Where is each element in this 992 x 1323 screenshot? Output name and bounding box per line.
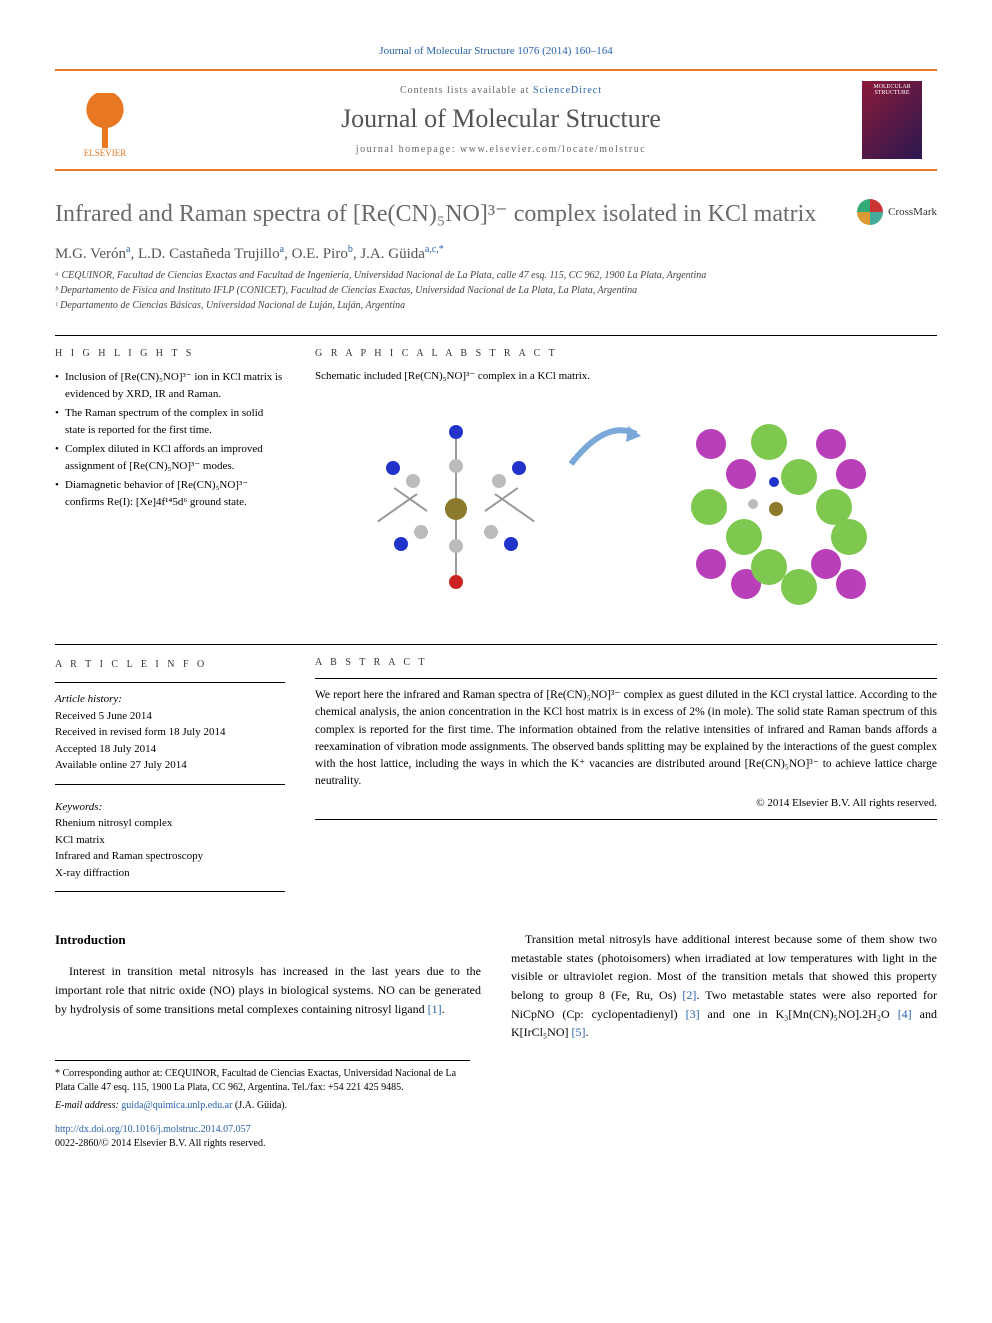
- intro-para-2: Transition metal nitrosyls have addition…: [511, 930, 937, 1042]
- affiliation: ᵃ CEQUINOR, Facultad de Ciencias Exactas…: [55, 269, 937, 283]
- divider: [55, 644, 937, 645]
- graphical-abstract-caption: Schematic included [Re(CN)₅NO]³⁻ complex…: [315, 369, 937, 382]
- homepage-line: journal homepage: www.elsevier.com/locat…: [155, 144, 847, 155]
- ref-link[interactable]: [3]: [686, 1007, 700, 1021]
- crossmark-icon: [857, 199, 883, 225]
- info-abstract-row: A R T I C L E I N F O Article history: R…: [55, 657, 937, 902]
- footnotes: * Corresponding author at: CEQUINOR, Fac…: [55, 1060, 470, 1113]
- divider: [55, 335, 937, 336]
- abstract-text: We report here the infrared and Raman sp…: [315, 687, 937, 791]
- lattice-diagram: [686, 419, 866, 599]
- c-atom: [492, 474, 506, 488]
- journal-cover-thumbnail: MOLECULAR STRUCTURE: [862, 81, 922, 159]
- article-info-label: A R T I C L E I N F O: [55, 657, 285, 672]
- ref-link[interactable]: [2]: [682, 988, 696, 1002]
- affiliation: ᵇ Departamento de Física and Instituto I…: [55, 284, 937, 298]
- ref-link[interactable]: [1]: [428, 1002, 442, 1016]
- crossmark-badge[interactable]: CrossMark: [857, 199, 937, 225]
- journal-header: ELSEVIER Contents lists available at Sci…: [55, 69, 937, 171]
- homepage-url[interactable]: www.elsevier.com/locate/molstruc: [460, 144, 646, 155]
- highlights-row: H I G H L I G H T S Inclusion of [Re(CN)…: [55, 348, 937, 624]
- n-atom: [504, 537, 518, 551]
- introduction-section: Introduction Interest in transition meta…: [55, 930, 937, 1042]
- graphical-figure: [315, 394, 937, 624]
- c-atom: [484, 525, 498, 539]
- abstract-box: A B S T R A C T We report here the infra…: [315, 657, 937, 902]
- keywords-label: Keywords:: [55, 799, 285, 816]
- n-atom: [449, 425, 463, 439]
- email-link[interactable]: guida@quimica.unlp.edu.ar: [121, 1100, 232, 1111]
- highlight-item: The Raman spectrum of the complex in sol…: [55, 405, 285, 438]
- affiliation: ᶜ Departamento de Ciencias Básicas, Univ…: [55, 299, 937, 313]
- highlights-list: Inclusion of [Re(CN)₅NO]³⁻ ion in KCl ma…: [55, 369, 285, 510]
- n-atom: [512, 461, 526, 475]
- corresponding-author-note: * Corresponding author at: CEQUINOR, Fac…: [55, 1067, 470, 1095]
- keyword: Rhenium nitrosyl complex: [55, 815, 285, 832]
- publisher-name: ELSEVIER: [84, 148, 127, 158]
- arrow-icon: [566, 414, 646, 474]
- highlight-item: Complex diluted in KCl affords an improv…: [55, 441, 285, 474]
- keywords-block: Keywords: Rhenium nitrosyl complexKCl ma…: [55, 799, 285, 882]
- ref-link[interactable]: [4]: [898, 1007, 912, 1021]
- keyword: X-ray diffraction: [55, 865, 285, 882]
- highlights-label: H I G H L I G H T S: [55, 348, 285, 359]
- journal-reference: Journal of Molecular Structure 1076 (201…: [55, 45, 937, 57]
- article-info-box: A R T I C L E I N F O Article history: R…: [55, 657, 285, 902]
- journal-name: Journal of Molecular Structure: [155, 104, 847, 134]
- highlight-item: Inclusion of [Re(CN)₅NO]³⁻ ion in KCl ma…: [55, 369, 285, 402]
- n-atom: [386, 461, 400, 475]
- sciencedirect-link[interactable]: ScienceDirect: [533, 85, 602, 96]
- email-label: E-mail address:: [55, 1100, 121, 1111]
- issn-copyright: 0022-2860/© 2014 Elsevier B.V. All right…: [55, 1137, 937, 1151]
- c-atom: [414, 525, 428, 539]
- highlight-item: Diamagnetic behavior of [Re(CN)₅NO]³⁻ co…: [55, 477, 285, 510]
- body-text: Introduction Interest in transition meta…: [55, 930, 937, 1042]
- accepted-date: Accepted 18 July 2014: [55, 741, 285, 758]
- doi-block: http://dx.doi.org/10.1016/j.molstruc.201…: [55, 1123, 937, 1151]
- ref-link[interactable]: [5]: [572, 1025, 586, 1039]
- molecule-diagram: [386, 419, 526, 599]
- keyword: KCl matrix: [55, 832, 285, 849]
- keyword: Infrared and Raman spectroscopy: [55, 848, 285, 865]
- elsevier-logo: ELSEVIER: [70, 83, 140, 158]
- c-atom: [449, 459, 463, 473]
- intro-para-1: Interest in transition metal nitrosyls h…: [55, 962, 481, 1018]
- n-atom: [394, 537, 408, 551]
- revised-date: Received in revised form 18 July 2014: [55, 724, 285, 741]
- elsevier-tree-icon: [80, 93, 130, 148]
- article-head: Infrared and Raman spectra of [Re(CN)₅NO…: [55, 199, 937, 313]
- authors: M.G. Veróna, L.D. Castañeda Trujilloa, O…: [55, 244, 937, 263]
- graphical-abstract-label: G R A P H I C A L A B S T R A C T: [315, 348, 937, 359]
- page: Journal of Molecular Structure 1076 (201…: [0, 0, 992, 1196]
- graphical-abstract: G R A P H I C A L A B S T R A C T Schema…: [315, 348, 937, 624]
- article-title: Infrared and Raman spectra of [Re(CN)₅NO…: [55, 199, 837, 230]
- affiliations: ᵃ CEQUINOR, Facultad de Ciencias Exactas…: [55, 269, 937, 313]
- online-date: Available online 27 July 2014: [55, 757, 285, 774]
- introduction-heading: Introduction: [55, 930, 481, 950]
- received-date: Received 5 June 2014: [55, 708, 285, 725]
- abstract-copyright: © 2014 Elsevier B.V. All rights reserved…: [315, 797, 937, 809]
- c-atom: [449, 539, 463, 553]
- o-atom: [449, 575, 463, 589]
- highlights-box: H I G H L I G H T S Inclusion of [Re(CN)…: [55, 348, 285, 624]
- c-atom: [406, 474, 420, 488]
- header-center: Contents lists available at ScienceDirec…: [155, 85, 847, 155]
- doi-link[interactable]: http://dx.doi.org/10.1016/j.molstruc.201…: [55, 1124, 251, 1135]
- history-label: Article history:: [55, 691, 285, 708]
- abstract-label: A B S T R A C T: [315, 657, 937, 668]
- contents-available-line: Contents lists available at ScienceDirec…: [155, 85, 847, 96]
- re-atom: [445, 498, 467, 520]
